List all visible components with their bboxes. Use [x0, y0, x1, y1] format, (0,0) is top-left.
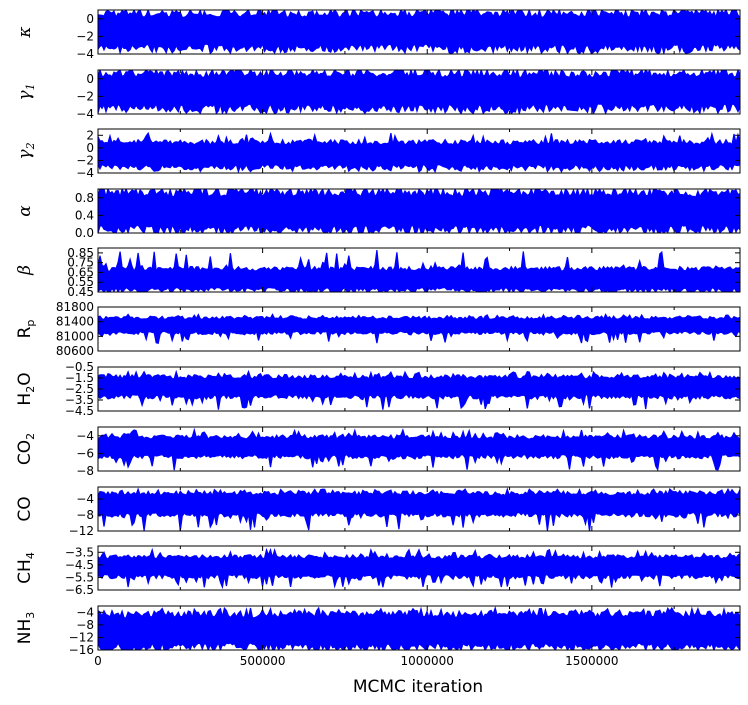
- y-tick-label: −6: [76, 446, 94, 460]
- x-tick-label: 1500000: [565, 654, 618, 668]
- trace-panels: 0−2−4κ0−2−4γ120−2−4γ20.80.40.0α0.850.750…: [15, 9, 741, 657]
- y-tick-label: −0.5: [65, 360, 94, 374]
- y-tick-label: −4: [76, 605, 94, 619]
- panel-frame: [97, 486, 741, 532]
- y-tick-label: −5.5: [65, 570, 94, 584]
- trace-series-2: [98, 131, 740, 173]
- y-tick-label: 80600: [56, 344, 94, 358]
- y-axis-label-3: α: [15, 205, 35, 217]
- trace-series-7: [98, 427, 740, 471]
- y-tick-label: −8: [76, 618, 94, 632]
- y-axis-label-5: Rp: [15, 320, 37, 339]
- x-axis-label: MCMC iteration: [353, 677, 483, 697]
- y-tick-label: 0: [86, 72, 94, 86]
- trace-series-3: [98, 189, 740, 233]
- y-tick-label: −2: [76, 89, 94, 103]
- y-tick-label: −3.5: [65, 545, 94, 559]
- panel-frame: [97, 306, 741, 352]
- trace-series-4: [98, 250, 740, 292]
- y-tick-label: −6.5: [65, 583, 94, 597]
- y-tick-label: −12: [69, 524, 94, 538]
- trace-series-0: [98, 10, 740, 54]
- y-tick-label: −8: [76, 508, 94, 522]
- y-tick-label: −4: [76, 107, 94, 121]
- panel-frame: [97, 605, 741, 651]
- y-tick-label: 0: [86, 141, 94, 155]
- panel-frame: [97, 188, 741, 234]
- y-tick-label: −4: [76, 492, 94, 506]
- y-tick-label: −12: [69, 630, 94, 644]
- y-axis-label-10: NH3: [15, 612, 37, 645]
- trace-series-6: [98, 369, 740, 410]
- x-tick-label: 500000: [240, 654, 286, 668]
- y-axis-label-1: γ1: [15, 83, 37, 100]
- panel-frame: [97, 545, 741, 591]
- y-tick-label: −2: [76, 153, 94, 167]
- y-axis-label-7: CO2: [15, 433, 37, 465]
- panel-frame: [97, 426, 741, 472]
- y-tick-label: −1.5: [65, 371, 94, 385]
- panel-frame: [97, 128, 741, 174]
- panel-2: 20−2−4 γ2: [15, 128, 741, 180]
- y-tick-label: −4.5: [65, 558, 94, 572]
- y-tick-label: −8: [76, 464, 94, 478]
- y-tick-label: 0.45: [67, 285, 94, 299]
- y-axis-label-2: γ2: [15, 142, 37, 159]
- y-tick-label: 0.8: [75, 191, 94, 205]
- y-tick-label: 0.55: [67, 275, 94, 289]
- y-tick-label: 81400: [56, 315, 94, 329]
- y-tick-label: −4: [76, 47, 94, 61]
- panel-7: −4 −6 −8 CO2: [15, 426, 741, 478]
- y-tick-label: −16: [69, 643, 94, 657]
- trace-series-5: [98, 313, 740, 345]
- y-tick-label: −4.5: [65, 404, 94, 418]
- x-axis: 0 500000 1000000 1500000: [94, 654, 618, 668]
- panel-frame: [97, 247, 741, 293]
- y-tick-label: −2: [76, 29, 94, 43]
- y-tick-label: −4: [76, 166, 94, 180]
- y-tick-label: 0: [86, 12, 94, 26]
- x-tick-label: 1000000: [401, 654, 454, 668]
- y-axis-label-0: κ: [15, 26, 35, 38]
- panel-frame: [97, 9, 741, 55]
- panel-0: 0 −2 −4 κ: [15, 9, 741, 61]
- panel-1: 0 −2 −4 γ1: [15, 69, 741, 121]
- trace-series-8: [98, 487, 740, 531]
- panel-8: −4 −8 −12 CO: [15, 486, 741, 538]
- y-tick-label: 0.65: [67, 265, 94, 279]
- panel-3: 0.8 0.4 0.0 α: [15, 188, 741, 240]
- x-tick-label: 0: [94, 654, 102, 668]
- panel-6: −0.5−1.5−2.5−3.5−4.5 H2O: [15, 360, 741, 418]
- y-tick-label: 2: [86, 128, 94, 142]
- y-tick-label: −3.5: [65, 393, 94, 407]
- y-tick-label: 81800: [56, 300, 94, 314]
- y-tick-label: −4: [76, 429, 94, 443]
- y-axis-label-9: CH4: [15, 552, 37, 584]
- y-tick-label: 0.85: [67, 246, 94, 260]
- panel-9: −3.5−4.5−5.5−6.5 CH4: [15, 545, 741, 597]
- trace-series-10: [98, 606, 740, 650]
- y-tick-label: −2.5: [65, 382, 94, 396]
- trace-series-1: [98, 70, 740, 114]
- trace-series-9: [98, 547, 740, 590]
- y-axis-label-6: H2O: [15, 372, 37, 405]
- y-tick-label: 0.4: [75, 208, 94, 222]
- y-axis-label-8: CO: [15, 496, 35, 521]
- y-axis-label-4: β: [15, 265, 35, 276]
- y-tick-label: 81000: [56, 329, 94, 343]
- y-tick-label: 0.0: [75, 226, 94, 240]
- panel-frame: [97, 69, 741, 115]
- panel-4: 0.850.750.650.550.45 β: [15, 246, 741, 299]
- y-tick-label: 0.75: [67, 256, 94, 270]
- panel-10: −4−8−12−16 NH3: [15, 605, 741, 657]
